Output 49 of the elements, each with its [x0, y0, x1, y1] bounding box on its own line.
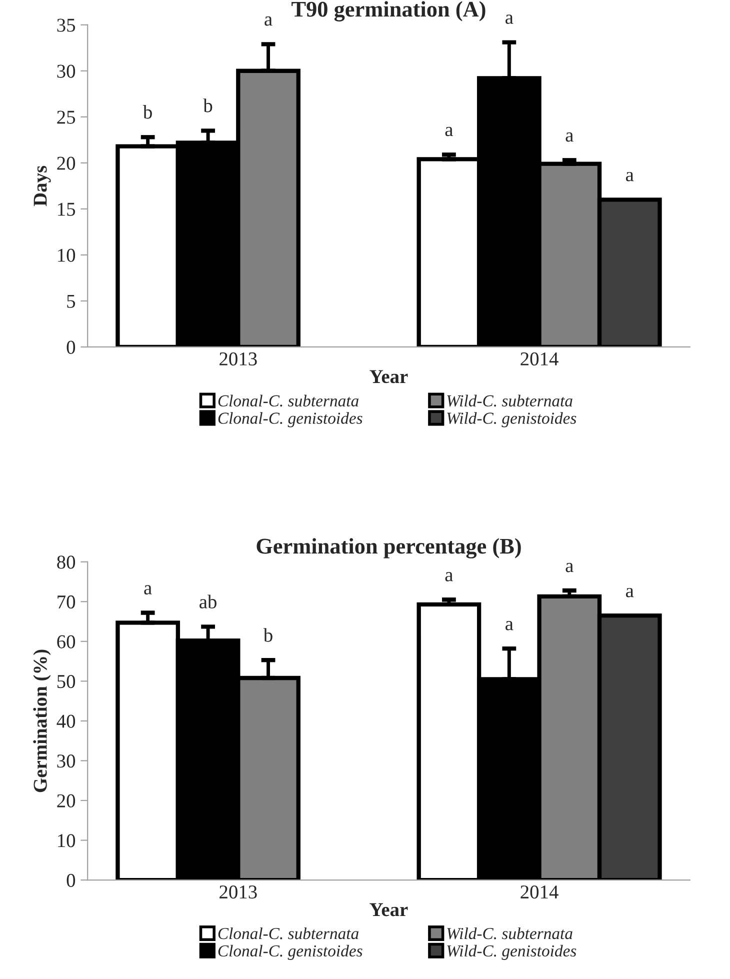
chart-title: T90 germination (A)	[292, 1, 486, 22]
y-tick-label: 25	[57, 110, 76, 124]
legend-label: Wild-C. subternata	[447, 927, 572, 940]
legend-label: Clonal-C. subternata	[218, 394, 358, 407]
y-tick-label: 70	[58, 595, 76, 609]
data-label: b	[263, 628, 272, 642]
data-label: a	[626, 588, 634, 598]
y-tick-label: 30	[57, 64, 76, 78]
data-label: ab	[200, 594, 216, 608]
data-label: b	[203, 98, 212, 112]
y-tick-label: 15	[58, 202, 76, 216]
legend-label: Clonal-C. genistoides	[218, 944, 362, 960]
y-tick-label: 30	[57, 754, 76, 768]
y-tick-label: 10	[58, 248, 76, 262]
legend-label: Wild-C. genistoides	[447, 944, 576, 960]
y-axis-title: Days	[34, 166, 51, 206]
legend-label: Clonal-C. genistoides	[218, 412, 362, 428]
chart-title: Germination percentage (B)	[256, 538, 521, 558]
y-tick-label: 50	[57, 674, 76, 688]
data-label: a	[566, 562, 574, 572]
x-axis-title: Year	[370, 903, 408, 916]
y-tick-label: 20	[57, 156, 76, 170]
y-tick-label: 20	[57, 794, 76, 808]
data-label: a	[506, 14, 514, 24]
y-tick-label: 35	[57, 18, 76, 32]
data-label: a	[445, 572, 453, 582]
y-axis-title: Germination (%)	[33, 650, 51, 792]
y-tick-label: 10	[58, 834, 76, 848]
legend-label: Wild-C. subternata	[447, 394, 572, 407]
x-tick-label: 2014	[520, 352, 558, 366]
y-tick-label: 0	[66, 874, 76, 887]
y-tick-label: 0	[66, 340, 76, 354]
data-label: a	[566, 132, 574, 142]
data-label: a	[264, 16, 272, 26]
y-tick-label: 5	[67, 294, 76, 308]
y-tick-label: 60	[57, 635, 76, 648]
x-tick-label: 2013	[220, 352, 257, 366]
y-tick-label: 40	[56, 714, 76, 728]
x-tick-label: 2014	[520, 885, 558, 899]
data-label: a	[445, 126, 453, 136]
x-axis-title: Year	[370, 370, 408, 384]
legend-label: Wild-C. genistoides	[447, 412, 576, 428]
data-label: b	[142, 105, 152, 119]
legend-label: Clonal-C. subternata	[218, 927, 358, 940]
data-label: a	[144, 585, 152, 594]
x-tick-label: 2013	[220, 885, 257, 899]
data-label: a	[626, 172, 634, 182]
data-label: a	[506, 620, 514, 630]
y-tick-label: 80	[57, 556, 76, 569]
